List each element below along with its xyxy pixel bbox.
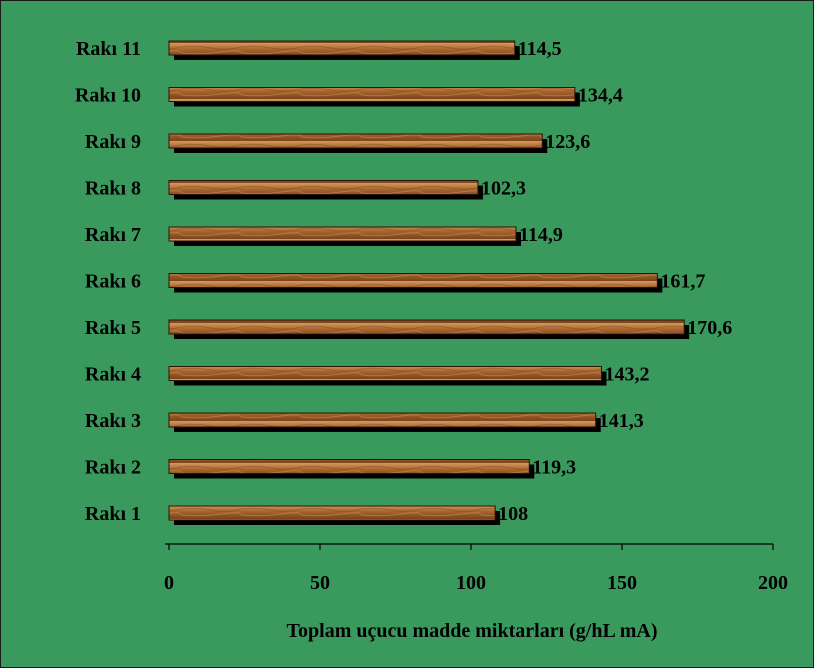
bar: [168, 226, 517, 242]
category-label: Rakı 9: [85, 131, 141, 153]
x-axis-title: Toplam uçucu madde miktarları (g/hL mA): [287, 620, 658, 642]
category-label: Rakı 10: [75, 85, 141, 107]
data-label: 102,3: [481, 178, 526, 200]
x-tick-label: 0: [164, 572, 174, 594]
bar-group: Rakı 5 170,6: [85, 317, 732, 339]
bar-group: Rakı 4 143,2: [85, 364, 649, 386]
data-label: 143,2: [604, 364, 649, 386]
bar: [168, 319, 685, 335]
category-label: Rakı 1: [85, 503, 141, 525]
category-label: Rakı 8: [85, 178, 141, 200]
data-label: 141,3: [599, 410, 644, 432]
data-label: 123,6: [545, 131, 590, 153]
bar: [168, 133, 543, 149]
axes-layer: 0 50 100 150 200: [164, 543, 788, 594]
data-label: 114,5: [518, 38, 562, 60]
data-label: 161,7: [660, 271, 705, 293]
bar-group: Rakı 3 141,3: [85, 410, 644, 432]
category-label: Rakı 6: [85, 271, 141, 293]
bar: [168, 505, 496, 521]
bar: [168, 87, 576, 102]
category-label: Rakı 5: [85, 317, 141, 339]
x-tick-label: 50: [310, 572, 330, 594]
bar-group: Rakı 10 134,4: [75, 85, 623, 107]
bar-group: Rakı 9 123,6: [85, 131, 590, 153]
bar-group: Rakı 6 161,7: [85, 271, 705, 293]
category-label: Rakı 4: [85, 364, 141, 386]
bar: [168, 412, 597, 428]
bar: [168, 180, 479, 195]
bar-group: Rakı 2 119,3: [85, 457, 576, 479]
bar: [168, 366, 602, 381]
data-label: 170,6: [687, 317, 732, 339]
data-label: 134,4: [578, 85, 623, 107]
bar-group: Rakı 11 114,5: [76, 38, 562, 60]
category-label: Rakı 11: [76, 38, 141, 60]
x-tick-label: 150: [607, 572, 637, 594]
data-label: 119,3: [532, 457, 576, 479]
category-label: Rakı 3: [85, 410, 141, 432]
bar: [168, 40, 516, 56]
bar-group: Rakı 1 108: [85, 503, 528, 525]
x-tick-label: 200: [758, 572, 788, 594]
data-label: 108: [498, 503, 528, 525]
category-label: Rakı 7: [85, 224, 141, 246]
category-label: Rakı 2: [85, 457, 141, 479]
data-label: 114,9: [519, 224, 563, 246]
bar-group: Rakı 7 114,9: [85, 224, 563, 246]
bar-group: Rakı 8 102,3: [85, 178, 526, 200]
bar: [168, 459, 530, 474]
bar: [168, 273, 658, 288]
x-tick-label: 100: [456, 572, 486, 594]
